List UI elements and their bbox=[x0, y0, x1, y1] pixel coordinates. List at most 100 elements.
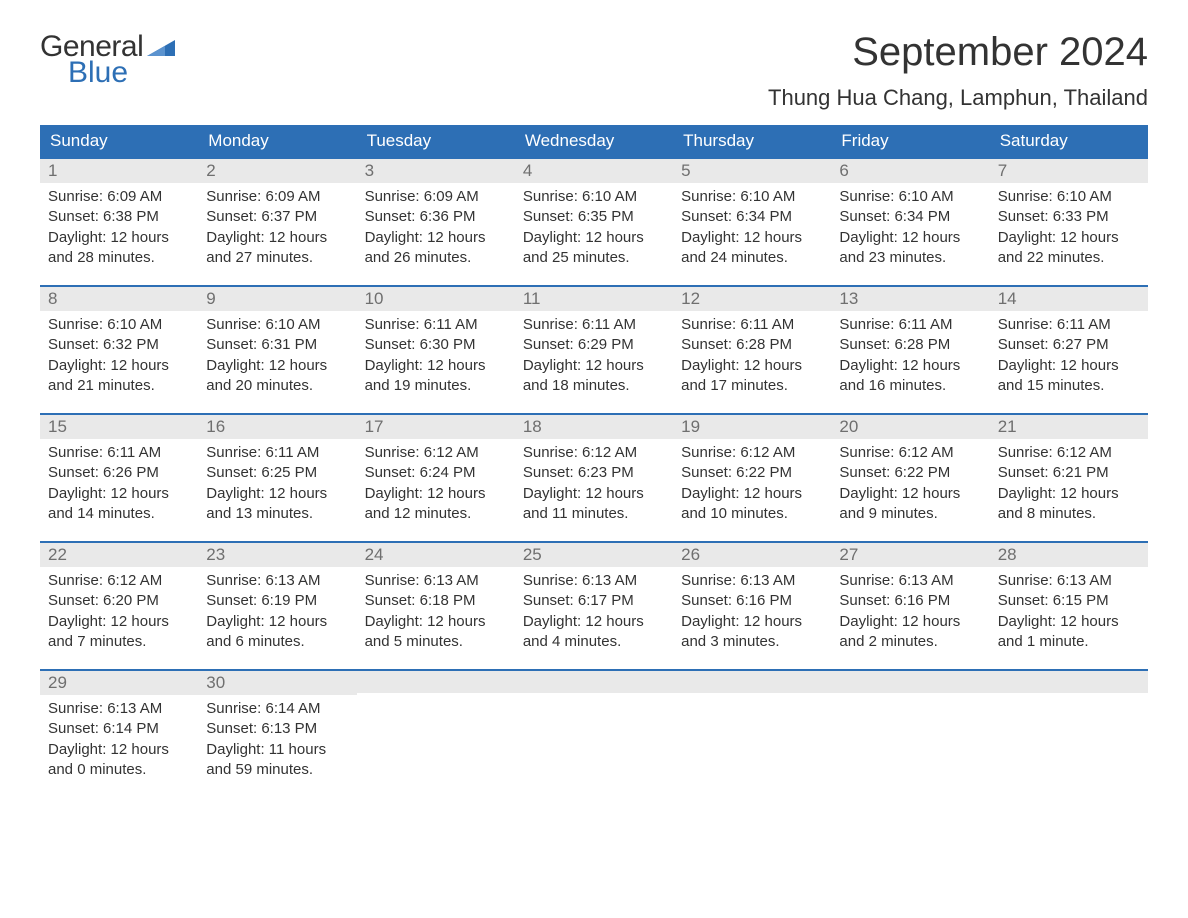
daylight-line2: and 14 minutes. bbox=[48, 504, 190, 524]
day-number: 6 bbox=[831, 157, 989, 183]
daylight-line1: Daylight: 12 hours bbox=[839, 612, 981, 632]
daylight-line1: Daylight: 12 hours bbox=[839, 228, 981, 248]
day-number: 28 bbox=[990, 541, 1148, 567]
weekday-header: Friday bbox=[831, 125, 989, 157]
sunrise-text: Sunrise: 6:11 AM bbox=[998, 315, 1140, 335]
daylight-line2: and 22 minutes. bbox=[998, 248, 1140, 268]
empty-day-head bbox=[673, 669, 831, 693]
day-body: Sunrise: 6:11 AMSunset: 6:28 PMDaylight:… bbox=[831, 311, 989, 404]
daylight-line2: and 28 minutes. bbox=[48, 248, 190, 268]
daylight-line2: and 7 minutes. bbox=[48, 632, 190, 652]
weekday-header: Monday bbox=[198, 125, 356, 157]
calendar-cell: 22Sunrise: 6:12 AMSunset: 6:20 PMDayligh… bbox=[40, 541, 198, 669]
calendar-cell: 8Sunrise: 6:10 AMSunset: 6:32 PMDaylight… bbox=[40, 285, 198, 413]
calendar-row: 15Sunrise: 6:11 AMSunset: 6:26 PMDayligh… bbox=[40, 413, 1148, 541]
calendar-cell: 21Sunrise: 6:12 AMSunset: 6:21 PMDayligh… bbox=[990, 413, 1148, 541]
sunset-text: Sunset: 6:29 PM bbox=[523, 335, 665, 355]
empty-day-head bbox=[357, 669, 515, 693]
day-body: Sunrise: 6:11 AMSunset: 6:30 PMDaylight:… bbox=[357, 311, 515, 404]
sunrise-text: Sunrise: 6:13 AM bbox=[523, 571, 665, 591]
daylight-line1: Daylight: 12 hours bbox=[48, 484, 190, 504]
sunrise-text: Sunrise: 6:13 AM bbox=[998, 571, 1140, 591]
sunset-text: Sunset: 6:15 PM bbox=[998, 591, 1140, 611]
daylight-line1: Daylight: 12 hours bbox=[523, 356, 665, 376]
calendar-cell: 3Sunrise: 6:09 AMSunset: 6:36 PMDaylight… bbox=[357, 157, 515, 285]
sunset-text: Sunset: 6:28 PM bbox=[681, 335, 823, 355]
daylight-line2: and 2 minutes. bbox=[839, 632, 981, 652]
calendar-cell: 17Sunrise: 6:12 AMSunset: 6:24 PMDayligh… bbox=[357, 413, 515, 541]
weekday-header: Saturday bbox=[990, 125, 1148, 157]
weekday-header: Wednesday bbox=[515, 125, 673, 157]
daylight-line1: Daylight: 12 hours bbox=[365, 484, 507, 504]
daylight-line2: and 23 minutes. bbox=[839, 248, 981, 268]
calendar-cell: 18Sunrise: 6:12 AMSunset: 6:23 PMDayligh… bbox=[515, 413, 673, 541]
sunset-text: Sunset: 6:21 PM bbox=[998, 463, 1140, 483]
daylight-line1: Daylight: 12 hours bbox=[206, 228, 348, 248]
sunrise-text: Sunrise: 6:11 AM bbox=[681, 315, 823, 335]
logo: General Blue bbox=[40, 30, 175, 90]
day-number: 18 bbox=[515, 413, 673, 439]
daylight-line1: Daylight: 12 hours bbox=[998, 612, 1140, 632]
sunset-text: Sunset: 6:34 PM bbox=[681, 207, 823, 227]
sunset-text: Sunset: 6:16 PM bbox=[681, 591, 823, 611]
day-body: Sunrise: 6:13 AMSunset: 6:14 PMDaylight:… bbox=[40, 695, 198, 788]
sunrise-text: Sunrise: 6:09 AM bbox=[48, 187, 190, 207]
calendar-cell: 20Sunrise: 6:12 AMSunset: 6:22 PMDayligh… bbox=[831, 413, 989, 541]
daylight-line2: and 8 minutes. bbox=[998, 504, 1140, 524]
day-number: 16 bbox=[198, 413, 356, 439]
calendar-cell: 19Sunrise: 6:12 AMSunset: 6:22 PMDayligh… bbox=[673, 413, 831, 541]
day-body: Sunrise: 6:11 AMSunset: 6:28 PMDaylight:… bbox=[673, 311, 831, 404]
daylight-line2: and 10 minutes. bbox=[681, 504, 823, 524]
sunrise-text: Sunrise: 6:13 AM bbox=[365, 571, 507, 591]
daylight-line1: Daylight: 12 hours bbox=[206, 484, 348, 504]
daylight-line1: Daylight: 12 hours bbox=[365, 612, 507, 632]
daylight-line2: and 6 minutes. bbox=[206, 632, 348, 652]
day-body: Sunrise: 6:13 AMSunset: 6:15 PMDaylight:… bbox=[990, 567, 1148, 660]
calendar-cell: 26Sunrise: 6:13 AMSunset: 6:16 PMDayligh… bbox=[673, 541, 831, 669]
sunrise-text: Sunrise: 6:10 AM bbox=[206, 315, 348, 335]
day-body: Sunrise: 6:10 AMSunset: 6:32 PMDaylight:… bbox=[40, 311, 198, 404]
day-body: Sunrise: 6:13 AMSunset: 6:19 PMDaylight:… bbox=[198, 567, 356, 660]
day-number: 1 bbox=[40, 157, 198, 183]
location: Thung Hua Chang, Lamphun, Thailand bbox=[768, 85, 1148, 111]
day-body: Sunrise: 6:10 AMSunset: 6:31 PMDaylight:… bbox=[198, 311, 356, 404]
sunset-text: Sunset: 6:35 PM bbox=[523, 207, 665, 227]
daylight-line2: and 19 minutes. bbox=[365, 376, 507, 396]
day-body: Sunrise: 6:12 AMSunset: 6:23 PMDaylight:… bbox=[515, 439, 673, 532]
sunset-text: Sunset: 6:22 PM bbox=[681, 463, 823, 483]
daylight-line1: Daylight: 12 hours bbox=[681, 356, 823, 376]
daylight-line2: and 12 minutes. bbox=[365, 504, 507, 524]
weekday-header: Thursday bbox=[673, 125, 831, 157]
day-body: Sunrise: 6:12 AMSunset: 6:20 PMDaylight:… bbox=[40, 567, 198, 660]
empty-day-head bbox=[831, 669, 989, 693]
daylight-line2: and 25 minutes. bbox=[523, 248, 665, 268]
day-body: Sunrise: 6:12 AMSunset: 6:21 PMDaylight:… bbox=[990, 439, 1148, 532]
sunset-text: Sunset: 6:26 PM bbox=[48, 463, 190, 483]
daylight-line2: and 21 minutes. bbox=[48, 376, 190, 396]
calendar-row: 1Sunrise: 6:09 AMSunset: 6:38 PMDaylight… bbox=[40, 157, 1148, 285]
day-number: 21 bbox=[990, 413, 1148, 439]
daylight-line2: and 0 minutes. bbox=[48, 760, 190, 780]
day-number: 10 bbox=[357, 285, 515, 311]
day-number: 14 bbox=[990, 285, 1148, 311]
daylight-line1: Daylight: 12 hours bbox=[48, 612, 190, 632]
day-number: 30 bbox=[198, 669, 356, 695]
sunrise-text: Sunrise: 6:12 AM bbox=[523, 443, 665, 463]
day-body: Sunrise: 6:13 AMSunset: 6:16 PMDaylight:… bbox=[673, 567, 831, 660]
day-body: Sunrise: 6:10 AMSunset: 6:33 PMDaylight:… bbox=[990, 183, 1148, 276]
calendar-cell: 15Sunrise: 6:11 AMSunset: 6:26 PMDayligh… bbox=[40, 413, 198, 541]
daylight-line1: Daylight: 12 hours bbox=[681, 228, 823, 248]
day-number: 15 bbox=[40, 413, 198, 439]
day-number: 23 bbox=[198, 541, 356, 567]
sunset-text: Sunset: 6:31 PM bbox=[206, 335, 348, 355]
calendar-cell: 24Sunrise: 6:13 AMSunset: 6:18 PMDayligh… bbox=[357, 541, 515, 669]
sunset-text: Sunset: 6:19 PM bbox=[206, 591, 348, 611]
calendar-cell: 29Sunrise: 6:13 AMSunset: 6:14 PMDayligh… bbox=[40, 669, 198, 797]
sunrise-text: Sunrise: 6:13 AM bbox=[839, 571, 981, 591]
calendar-cell: 11Sunrise: 6:11 AMSunset: 6:29 PMDayligh… bbox=[515, 285, 673, 413]
logo-blue: Blue bbox=[68, 56, 128, 90]
day-body: Sunrise: 6:13 AMSunset: 6:16 PMDaylight:… bbox=[831, 567, 989, 660]
daylight-line1: Daylight: 12 hours bbox=[681, 612, 823, 632]
day-number: 7 bbox=[990, 157, 1148, 183]
daylight-line2: and 1 minute. bbox=[998, 632, 1140, 652]
